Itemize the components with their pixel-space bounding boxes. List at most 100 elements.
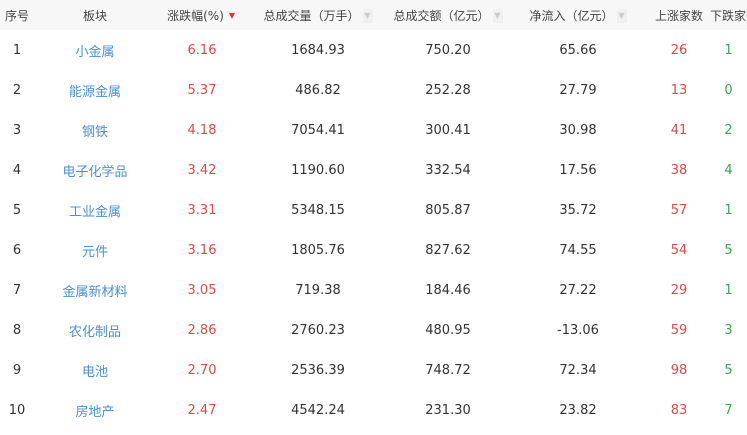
volume: 486.82 [295,82,341,98]
sector-name[interactable]: 农化制品 [68,324,121,340]
down-count: 1 [724,42,733,58]
down-count: 0 [724,82,733,98]
column-header-label: 总成交量（万手） [263,8,360,23]
down-count: 4 [724,162,733,178]
net-inflow: 74.55 [559,242,597,258]
table-row[interactable]: 4 电子化学品 3.42 1190.60 332.54 17.56 38 4 [0,150,747,190]
table-row[interactable]: 3 钢铁 4.18 7054.41 300.41 30.98 41 2 [0,110,747,150]
change-percent: 3.31 [187,202,217,218]
column-header: 下跌家数 [710,0,747,30]
volume: 1805.76 [291,242,345,258]
sector-name[interactable]: 电子化学品 [62,164,128,180]
sector-name[interactable]: 金属新材料 [62,284,128,300]
turnover: 827.62 [425,242,471,258]
column-header[interactable]: 总成交量（万手） ▼ [248,0,388,30]
sector-name[interactable]: 房地产 [75,404,115,420]
turnover: 480.95 [425,322,471,338]
up-count: 29 [670,282,688,298]
sort-icon[interactable]: ▼ [362,9,373,23]
change-percent: 2.47 [187,402,217,418]
sort-icon[interactable]: ▼ [226,9,237,23]
up-count: 38 [670,162,688,178]
net-inflow: 72.34 [559,362,597,378]
net-inflow: 30.98 [559,122,597,138]
column-header-label: 涨跌幅(%) [167,8,224,23]
sector-name[interactable]: 能源金属 [68,84,121,100]
sector-name[interactable]: 工业金属 [68,204,121,220]
column-header[interactable]: 涨跌幅(%) ▼ [156,0,248,30]
up-count: 98 [670,362,688,378]
up-count: 41 [670,122,688,138]
change-percent: 3.16 [187,242,217,258]
table-row[interactable]: 5 工业金属 3.31 5348.15 805.87 35.72 57 1 [0,190,747,230]
table-row[interactable]: 6 元件 3.16 1805.76 827.62 74.55 54 5 [0,230,747,270]
table-header: 序号 板块 涨跌幅(%) ▼ 总成交量（万手） ▼ 总成交额（亿元） ▼ 净流入（亿元） ▼ 上涨家… [0,0,747,30]
volume: 719.38 [295,282,341,298]
change-percent: 6.16 [187,42,217,58]
column-header-label: 序号 [4,8,29,23]
up-count: 13 [670,82,688,98]
down-count: 5 [724,362,733,378]
table-row[interactable]: 9 电池 2.70 2536.39 748.72 72.34 98 5 [0,350,747,390]
sector-name[interactable]: 电池 [81,364,108,380]
down-count: 1 [724,282,733,298]
turnover: 184.46 [425,282,471,298]
column-header: 上涨家数 [648,0,710,30]
sector-name[interactable]: 元件 [81,244,108,260]
column-header: 板块 [34,0,156,30]
table-row[interactable]: 2 能源金属 5.37 486.82 252.28 27.79 13 0 [0,70,747,110]
column-header[interactable]: 净流入（亿元） ▼ [508,0,648,30]
volume: 5348.15 [291,202,345,218]
change-percent: 2.86 [187,322,217,338]
turnover: 750.20 [425,42,471,58]
volume: 2760.23 [291,322,345,338]
volume: 1684.93 [291,42,345,58]
row-index: 8 [12,322,22,338]
row-index: 5 [12,202,22,218]
column-header[interactable]: 总成交额（亿元） ▼ [388,0,508,30]
up-count: 54 [670,242,688,258]
row-index: 6 [12,242,22,258]
down-count: 2 [724,122,733,138]
change-percent: 2.70 [187,362,217,378]
table-row[interactable]: 10 房地产 2.47 4542.24 231.30 23.82 83 7 [0,390,747,430]
down-count: 1 [724,202,733,218]
change-percent: 4.18 [187,122,217,138]
volume: 1190.60 [291,162,345,178]
down-count: 5 [724,242,733,258]
net-inflow: 23.82 [559,402,597,418]
net-inflow: 65.66 [559,42,597,58]
column-header-label: 板块 [82,8,107,23]
down-count: 3 [724,322,733,338]
column-header: 序号 [0,0,34,30]
row-index: 3 [12,122,22,138]
volume: 4542.24 [291,402,345,418]
net-inflow: 35.72 [559,202,597,218]
volume: 7054.41 [291,122,345,138]
turnover: 300.41 [425,122,471,138]
column-header-label: 下跌家数 [710,8,747,23]
turnover: 231.30 [425,402,471,418]
turnover: 252.28 [425,82,471,98]
net-inflow: 27.79 [559,82,597,98]
up-count: 57 [670,202,688,218]
sort-icon[interactable]: ▼ [616,9,627,23]
sort-icon[interactable]: ▼ [492,9,503,23]
up-count: 26 [670,42,688,58]
up-count: 59 [670,322,688,338]
sector-name[interactable]: 小金属 [75,44,115,60]
up-count: 83 [670,402,688,418]
net-inflow: 27.22 [559,282,597,298]
turnover: 805.87 [425,202,471,218]
table-row[interactable]: 1 小金属 6.16 1684.93 750.20 65.66 26 1 [0,30,747,70]
row-index: 7 [12,282,22,298]
sector-name[interactable]: 钢铁 [81,124,108,140]
table-row[interactable]: 7 金属新材料 3.05 719.38 184.46 27.22 29 1 [0,270,747,310]
net-inflow: -13.06 [557,322,599,338]
table-row[interactable]: 8 农化制品 2.86 2760.23 480.95 -13.06 59 3 [0,310,747,350]
turnover: 332.54 [425,162,471,178]
column-header-label: 总成交额（亿元） [393,8,490,23]
row-index: 2 [12,82,22,98]
column-header-label: 上涨家数 [654,8,703,23]
